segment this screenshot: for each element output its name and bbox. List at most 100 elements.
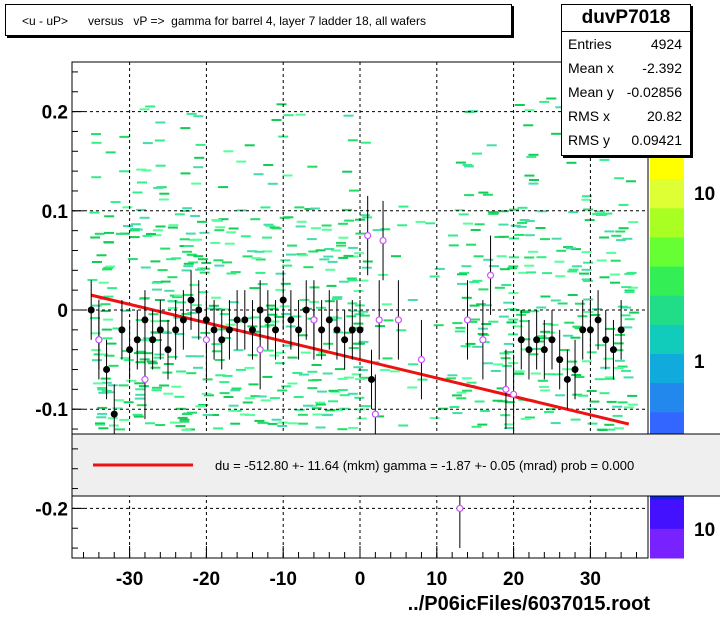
density-cell xyxy=(91,141,102,144)
density-cell xyxy=(121,309,132,312)
density-cell xyxy=(166,258,177,261)
density-cell xyxy=(132,191,143,194)
density-cell xyxy=(461,296,472,299)
density-cell xyxy=(257,421,268,424)
density-cell xyxy=(544,373,555,376)
density-cell xyxy=(594,378,605,381)
density-cell xyxy=(230,389,241,392)
x-tick-label: -30 xyxy=(116,569,143,590)
density-cell xyxy=(134,397,145,400)
density-cell xyxy=(501,284,512,286)
density-cell xyxy=(269,320,280,323)
density-cell xyxy=(343,331,354,334)
density-cell xyxy=(574,376,585,378)
density-cell xyxy=(142,337,153,340)
density-cell xyxy=(332,296,343,299)
density-cell xyxy=(254,250,265,253)
profile-point xyxy=(318,326,326,334)
density-cell xyxy=(214,264,225,267)
density-cell xyxy=(328,400,338,403)
density-cell xyxy=(455,326,466,329)
density-cell xyxy=(540,389,551,392)
density-cell xyxy=(101,328,112,331)
density-cell xyxy=(194,355,205,358)
density-cell xyxy=(122,206,133,209)
density-cell xyxy=(451,394,462,397)
density-cell xyxy=(296,220,307,223)
density-cell xyxy=(181,269,192,272)
density-cell xyxy=(614,359,625,362)
density-cell xyxy=(211,343,222,346)
density-cell xyxy=(354,252,365,255)
density-cell xyxy=(597,429,608,431)
density-cell xyxy=(228,404,239,407)
density-cell xyxy=(119,357,130,360)
density-cell xyxy=(177,416,188,419)
density-cell xyxy=(355,378,365,381)
density-cell xyxy=(372,229,383,232)
density-cell xyxy=(250,395,261,398)
profile-point xyxy=(586,326,594,334)
density-cell xyxy=(524,256,535,259)
density-cell xyxy=(474,223,485,226)
density-cell xyxy=(627,403,638,406)
profile-point xyxy=(218,336,226,344)
density-cell xyxy=(155,121,166,124)
density-cell xyxy=(243,317,254,320)
profile-point xyxy=(172,326,180,334)
density-cell xyxy=(358,340,369,343)
profile-point xyxy=(279,296,287,304)
density-cell xyxy=(191,182,202,185)
density-cell xyxy=(242,255,253,258)
density-cell xyxy=(347,392,358,395)
stats-title: duvP7018 xyxy=(562,5,690,32)
density-cell xyxy=(155,424,166,426)
density-cell xyxy=(622,237,633,240)
density-cell xyxy=(150,260,161,263)
density-cell xyxy=(209,414,220,416)
density-cell xyxy=(452,322,463,325)
color-scale-bar: 10 1 10 xyxy=(650,150,715,559)
density-cell xyxy=(89,211,100,214)
density-cell xyxy=(266,304,276,307)
density-cell xyxy=(299,373,309,376)
density-cell xyxy=(310,207,321,210)
density-cell xyxy=(528,153,539,156)
density-cell xyxy=(103,266,114,269)
density-cell xyxy=(283,216,294,219)
density-cell xyxy=(452,412,463,415)
density-cell xyxy=(518,271,529,274)
density-cell xyxy=(604,230,615,233)
density-cell xyxy=(503,351,514,354)
density-cell xyxy=(269,354,280,357)
density-cell xyxy=(323,342,334,345)
density-cell xyxy=(133,415,144,418)
density-cell xyxy=(498,315,509,318)
density-cell xyxy=(466,243,477,246)
color-scale-label: 10 xyxy=(694,184,715,205)
density-cell xyxy=(295,225,306,228)
profile-point xyxy=(287,316,295,324)
density-cell xyxy=(275,272,286,275)
density-cell xyxy=(359,314,370,317)
density-cell xyxy=(628,286,638,289)
stats-label: Mean y xyxy=(568,84,614,100)
profile-point xyxy=(233,316,241,324)
density-cell xyxy=(269,397,280,400)
density-cell xyxy=(502,364,512,367)
density-cell xyxy=(338,222,348,225)
density-cell xyxy=(546,97,557,100)
density-cell xyxy=(472,345,483,348)
density-cell xyxy=(353,290,364,292)
density-cell xyxy=(336,244,347,247)
density-cell xyxy=(582,280,593,282)
density-cell xyxy=(519,320,530,323)
density-cell xyxy=(199,231,210,234)
profile-point xyxy=(103,366,111,374)
density-cell xyxy=(92,261,102,263)
profile-point xyxy=(110,410,118,418)
density-cell xyxy=(185,232,196,235)
density-cell xyxy=(407,386,418,389)
density-cell xyxy=(571,248,581,251)
profile-point xyxy=(126,346,134,354)
